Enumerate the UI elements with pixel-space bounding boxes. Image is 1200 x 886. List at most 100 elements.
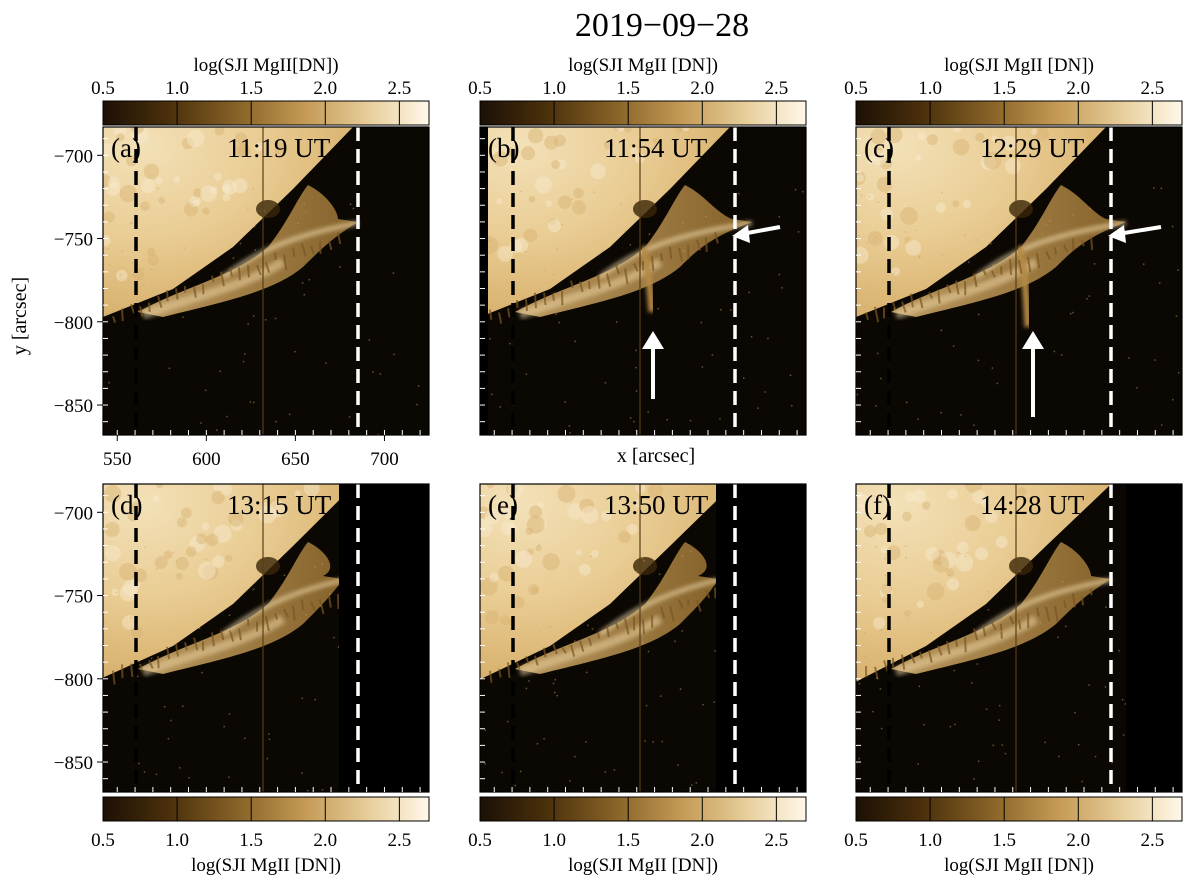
noise-speck [552, 273, 555, 276]
granule [254, 142, 264, 152]
no-data-region [480, 127, 488, 435]
noise-speck [778, 216, 781, 218]
y-tick-label: −800 [54, 313, 93, 334]
noise-speck [681, 222, 684, 224]
granule [268, 500, 287, 518]
spicule [552, 643, 558, 655]
granule [870, 128, 887, 145]
spicule [588, 281, 591, 290]
noise-speck [998, 719, 1000, 721]
noise-speck [200, 422, 202, 424]
panel-a: (a) 11:19 UT [102, 126, 430, 436]
noise-speck [917, 418, 919, 420]
colorbar-tick-label: 2.5 [387, 830, 411, 851]
noise-speck [1136, 387, 1138, 389]
noise-speck [998, 704, 1001, 707]
granule [863, 525, 877, 538]
granule [202, 207, 210, 215]
noise-speck [228, 776, 230, 778]
noise-speck [490, 393, 493, 396]
noise-speck [620, 203, 622, 206]
granule [103, 174, 111, 188]
granule [502, 508, 514, 520]
panel-time: 13:50 UT [604, 490, 709, 520]
granule [274, 142, 287, 155]
noise-speck [182, 705, 184, 708]
noise-speck [304, 211, 307, 214]
granule [153, 495, 160, 503]
colorbar: 0.5 1.0 1.5 2.0 2.5 log(SJI MgII [DN]) [844, 55, 1183, 126]
noise-speck [564, 401, 566, 403]
noise-speck [554, 678, 557, 681]
noise-speck [941, 191, 943, 194]
panel-time: 14:28 UT [980, 490, 1085, 520]
granule [980, 154, 996, 171]
spicule [1027, 256, 1032, 273]
granule [143, 163, 160, 180]
colorbar-tick-label: 0.5 [91, 78, 115, 99]
granule [512, 596, 525, 609]
granule [521, 146, 536, 161]
spicule [579, 281, 584, 293]
y-tick-label: −850 [54, 753, 93, 774]
arrow-up-head [1022, 331, 1044, 349]
noise-speck [713, 701, 715, 703]
panel-time: 12:29 UT [980, 133, 1085, 163]
noise-speck [1175, 315, 1178, 317]
panel-label: (b) [488, 133, 519, 163]
granule [154, 555, 168, 569]
granule [105, 181, 121, 196]
x-axis-label: x [arcsec] [617, 445, 695, 467]
noise-speck [1057, 636, 1059, 639]
noise-speck [642, 642, 644, 644]
spicule [1045, 606, 1051, 622]
noise-speck [1142, 263, 1145, 265]
noise-speck [915, 229, 917, 231]
granule [916, 600, 924, 608]
dark-cavity [633, 200, 657, 218]
noise-speck [288, 413, 291, 416]
noise-speck [587, 624, 589, 627]
noise-speck [1160, 187, 1163, 190]
granule [222, 183, 232, 194]
noise-speck [992, 264, 995, 266]
colorbar-tick-label: 0.5 [91, 830, 115, 851]
spicule [1018, 259, 1023, 274]
noise-speck [705, 215, 707, 218]
noise-speck [985, 708, 988, 710]
spicule [910, 653, 916, 664]
noise-speck [791, 404, 793, 407]
prominence-loops [515, 542, 718, 674]
noise-speck [155, 773, 158, 776]
noise-speck [349, 203, 352, 206]
spicule [955, 280, 960, 295]
noise-speck [729, 309, 732, 311]
granule [119, 584, 137, 602]
noise-speck [228, 614, 231, 616]
noise-speck [167, 659, 169, 661]
no-data-region [716, 484, 806, 792]
granule [985, 510, 998, 524]
granule [871, 150, 887, 166]
loop-strand [221, 577, 344, 637]
colorbar-tick-label: 1.0 [542, 78, 566, 99]
noise-speck [652, 741, 654, 743]
noise-speck [691, 784, 693, 786]
spicule [669, 246, 673, 260]
noise-speck [1093, 263, 1096, 265]
noise-speck [339, 266, 341, 268]
noise-speck [1086, 298, 1088, 300]
granule [931, 549, 947, 565]
granule [975, 547, 989, 561]
arrow-left-head [732, 225, 750, 243]
colorbar-tick-label: 2.5 [1140, 78, 1164, 99]
noise-speck [682, 250, 685, 252]
noise-speck [525, 373, 528, 375]
noise-speck [228, 713, 231, 715]
noise-speck [143, 283, 145, 286]
colorbar-tick-label: 2.0 [1066, 78, 1090, 99]
noise-speck [905, 401, 908, 404]
spicule [696, 239, 702, 251]
noise-speck [558, 321, 560, 324]
noise-speck [528, 680, 530, 682]
